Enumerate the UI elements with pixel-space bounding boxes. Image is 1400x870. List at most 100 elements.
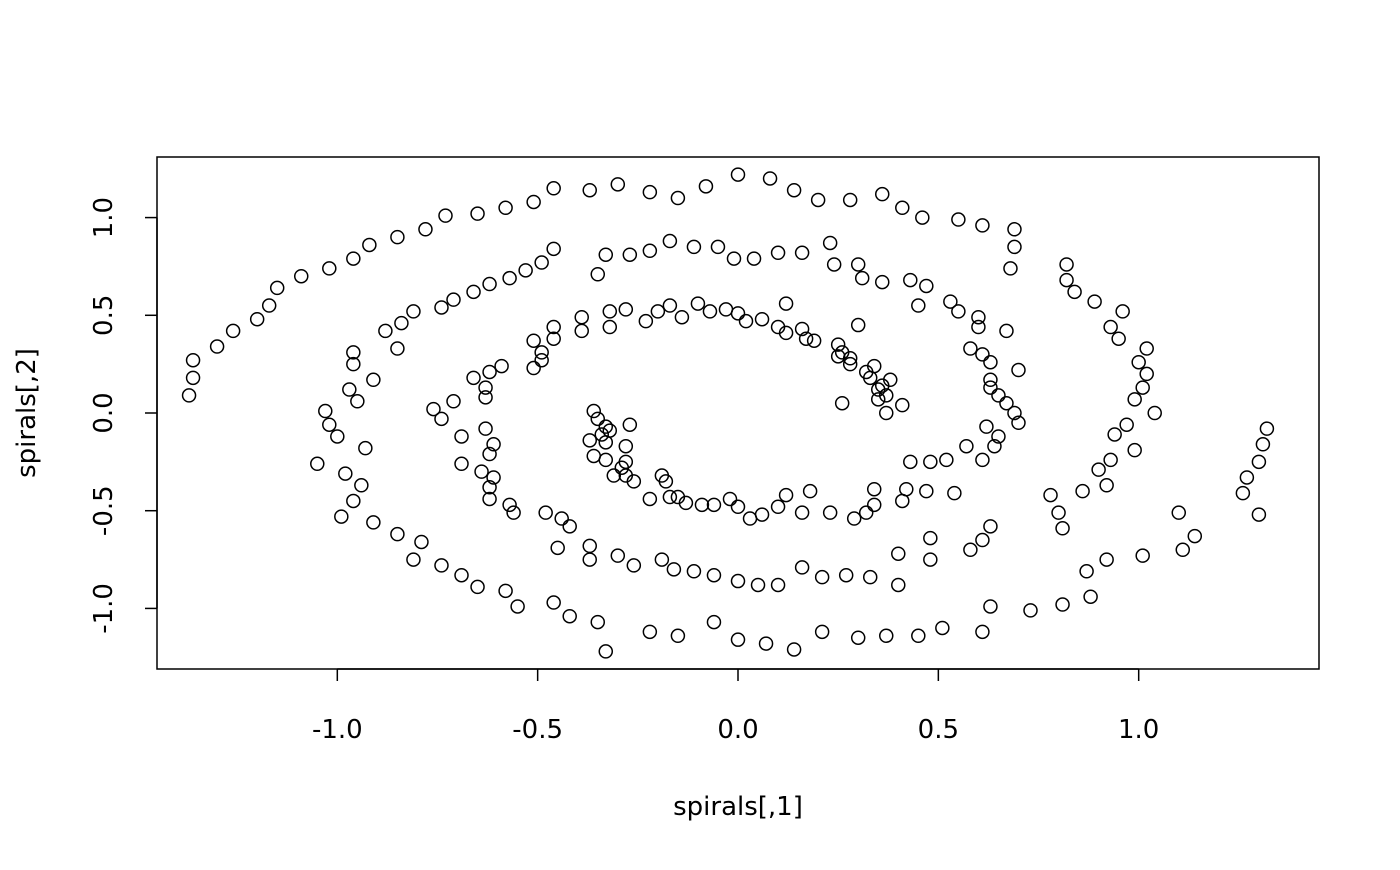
data-point xyxy=(322,261,337,276)
data-point xyxy=(454,567,469,583)
data-point xyxy=(446,292,461,307)
data-point xyxy=(730,573,746,589)
data-point xyxy=(842,351,858,366)
data-point xyxy=(482,480,497,495)
data-point xyxy=(686,564,702,579)
data-point xyxy=(494,358,509,374)
data-point xyxy=(574,309,589,325)
data-point xyxy=(598,452,614,468)
data-point xyxy=(738,313,754,329)
data-point xyxy=(959,438,974,454)
data-point xyxy=(666,562,682,577)
data-point xyxy=(891,577,906,593)
data-point xyxy=(983,372,998,388)
data-point xyxy=(846,511,862,526)
data-point xyxy=(438,208,453,223)
data-point xyxy=(987,438,1002,454)
data-point xyxy=(478,390,493,405)
data-point xyxy=(550,540,565,556)
data-point xyxy=(470,206,485,221)
data-point xyxy=(590,614,606,630)
data-point xyxy=(185,370,201,386)
data-point xyxy=(1099,478,1114,493)
data-point xyxy=(470,579,485,595)
data-point xyxy=(1251,507,1267,522)
y-axis: -1.0 -0.5 0.0 0.5 1.0 xyxy=(89,197,158,634)
data-point xyxy=(454,429,469,444)
data-point xyxy=(1239,470,1255,485)
data-point xyxy=(506,505,521,520)
data-point xyxy=(862,569,878,585)
data-point xyxy=(574,323,589,339)
y-axis-label: spirals[,2] xyxy=(12,348,42,478)
data-point xyxy=(670,489,686,505)
data-point xyxy=(891,546,906,561)
data-point xyxy=(1119,417,1134,432)
data-point xyxy=(911,628,926,644)
data-point xyxy=(618,438,634,454)
data-point xyxy=(963,542,978,558)
data-point xyxy=(951,304,966,319)
data-point xyxy=(538,505,553,520)
data-point xyxy=(814,569,830,585)
data-point xyxy=(822,235,838,251)
data-point xyxy=(690,296,706,311)
data-point xyxy=(798,331,814,346)
data-point xyxy=(342,382,357,397)
data-point xyxy=(610,548,626,563)
data-point xyxy=(534,255,549,270)
data-point xyxy=(366,372,381,388)
data-point xyxy=(1007,239,1022,255)
data-point xyxy=(758,636,774,651)
data-point xyxy=(854,270,870,286)
data-point xyxy=(975,624,990,640)
data-point xyxy=(1059,272,1074,288)
data-point xyxy=(590,267,606,282)
data-point xyxy=(975,218,990,233)
data-point xyxy=(1115,304,1130,319)
x-tick-label: 0.0 xyxy=(717,715,758,745)
data-point xyxy=(434,411,449,427)
data-point xyxy=(618,302,634,317)
data-point xyxy=(478,421,493,436)
data-point xyxy=(598,419,614,434)
data-point xyxy=(762,171,778,186)
data-point xyxy=(626,558,642,573)
data-point xyxy=(362,237,377,253)
data-point xyxy=(694,497,710,513)
data-point xyxy=(726,251,742,266)
data-point xyxy=(1171,505,1187,520)
data-point xyxy=(1251,454,1267,470)
data-point xyxy=(346,493,361,509)
data-point xyxy=(842,192,858,208)
data-point xyxy=(466,284,481,300)
data-point xyxy=(730,632,746,647)
data-point xyxy=(911,298,926,313)
data-point xyxy=(662,489,678,505)
data-point xyxy=(614,460,630,475)
data-point xyxy=(1043,487,1058,503)
y-tick-label: -1.0 xyxy=(89,583,119,634)
data-point xyxy=(1111,331,1126,346)
data-point xyxy=(293,268,309,284)
data-point xyxy=(879,628,894,644)
data-point xyxy=(534,352,549,368)
data-point xyxy=(642,624,658,640)
data-point xyxy=(991,429,1006,444)
data-point xyxy=(486,470,501,485)
data-point xyxy=(1023,603,1038,618)
data-point xyxy=(810,192,826,208)
data-point xyxy=(1007,222,1022,237)
y-tick-label: -0.5 xyxy=(89,485,119,536)
data-point xyxy=(390,229,405,245)
data-point xyxy=(582,433,597,448)
data-point xyxy=(754,507,770,522)
data-point xyxy=(943,294,958,309)
data-point xyxy=(622,247,638,262)
data-point xyxy=(879,405,894,421)
data-point xyxy=(786,182,802,198)
data-point xyxy=(822,505,838,520)
data-point xyxy=(939,452,954,468)
data-point xyxy=(1059,257,1074,272)
